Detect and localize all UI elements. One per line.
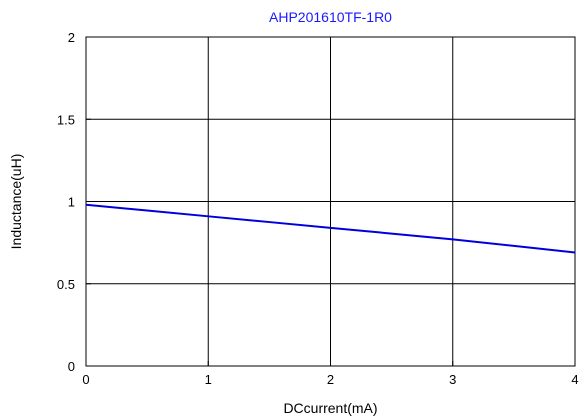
y-tick-label: 0.5	[57, 277, 75, 292]
y-tick-label: 1	[68, 195, 75, 210]
y-tick-label: 2	[68, 30, 75, 45]
chart-title: AHP201610TF-1R0	[269, 9, 392, 25]
series-lines	[85, 203, 576, 254]
x-tick-label: 0	[82, 372, 89, 387]
inductance-series-line	[85, 203, 576, 254]
x-tick-label: 3	[449, 372, 456, 387]
y-axis-ticks: 0 0.5 1 1.5 2	[57, 30, 91, 374]
y-axis-title: Inductance(uH)	[8, 154, 24, 250]
x-tick-label: 2	[327, 372, 334, 387]
grid	[86, 37, 575, 366]
y-tick-label: 1.5	[57, 112, 75, 127]
x-tick-label: 4	[571, 372, 578, 387]
y-tick-label: 0	[68, 359, 75, 374]
x-tick-label: 1	[205, 372, 212, 387]
x-axis-ticks: 0 1 2 3 4	[82, 361, 579, 387]
x-axis-title: DCcurrent(mA)	[283, 400, 377, 416]
